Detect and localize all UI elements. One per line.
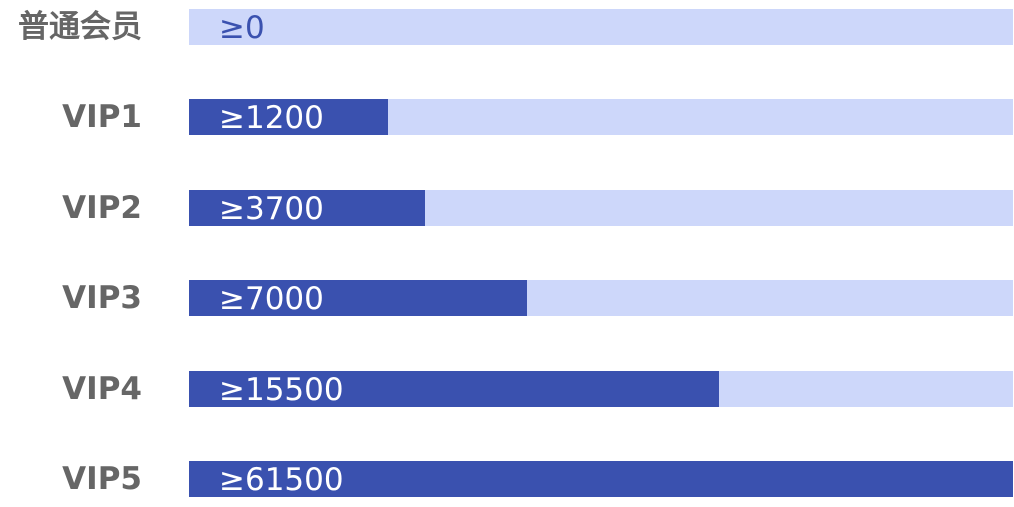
- bar-fill: [189, 99, 388, 136]
- bar-fill: [189, 189, 425, 226]
- bar-track: ≥1200: [189, 99, 1013, 137]
- category-label: VIP2: [62, 189, 142, 226]
- bar-value-label: ≥1200: [219, 100, 324, 137]
- bar-row: VIP3 ≥7000: [0, 280, 1014, 318]
- bar-fill: [189, 280, 527, 317]
- bar-track: ≥7000: [189, 280, 1013, 318]
- bar-fill: [189, 370, 719, 407]
- bar-row: VIP4 ≥15500: [0, 370, 1014, 408]
- category-label: VIP5: [62, 461, 142, 497]
- bar-fill: [189, 461, 1013, 497]
- bar-value-label: ≥3700: [219, 190, 324, 227]
- bar-track: ≥15500: [189, 370, 1013, 408]
- bar-track: ≥61500: [189, 461, 1013, 498]
- bar-row: VIP2 ≥3700: [0, 189, 1014, 227]
- bar-row: VIP1 ≥1200: [0, 99, 1014, 137]
- bar-track: ≥0: [189, 9, 1013, 46]
- category-label: VIP4: [62, 370, 142, 407]
- category-label: VIP1: [62, 99, 142, 136]
- bar-value-label: ≥0: [219, 10, 265, 46]
- bar-value-label: ≥7000: [219, 281, 324, 318]
- bar-value-label: ≥61500: [219, 462, 344, 498]
- bar-row: 普通会员 ≥0: [0, 9, 1014, 46]
- bar-row: VIP5 ≥61500: [0, 461, 1014, 498]
- category-label: VIP3: [62, 280, 142, 317]
- bar-value-label: ≥15500: [219, 371, 344, 408]
- category-label: 普通会员: [18, 9, 142, 45]
- bar-track: ≥3700: [189, 189, 1013, 227]
